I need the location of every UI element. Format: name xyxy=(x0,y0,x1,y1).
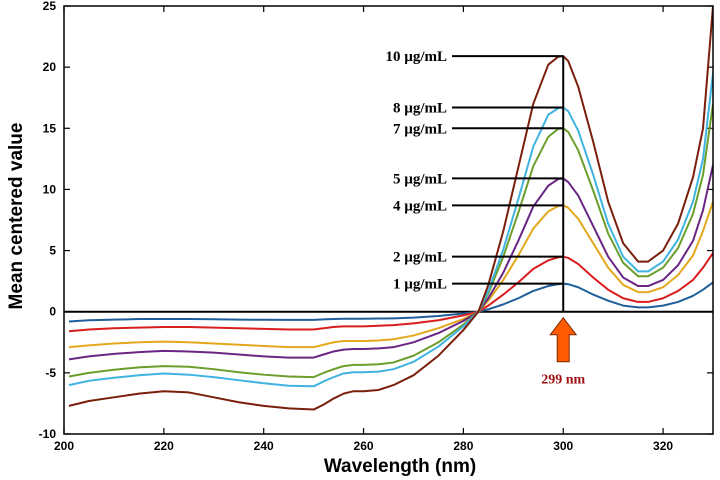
series-line xyxy=(68,252,713,333)
x-axis-title: Wavelength (nm) xyxy=(324,456,476,477)
y-tick-label: -10 xyxy=(39,427,57,441)
x-tick-label: 280 xyxy=(453,439,473,453)
concentration-label: 2 µg/mL xyxy=(393,250,447,266)
y-tick-label: 0 xyxy=(49,305,56,319)
concentration-label: 10 µg/mL xyxy=(385,49,447,65)
concentration-label: 4 µg/mL xyxy=(393,198,447,214)
concentration-label: 7 µg/mL xyxy=(393,121,447,137)
y-tick-label: 15 xyxy=(43,121,57,135)
series-line xyxy=(68,73,713,388)
y-tick-label: 20 xyxy=(43,60,57,74)
plot-frame xyxy=(63,5,714,435)
y-tick-label: 10 xyxy=(43,182,57,196)
x-tick-label: 260 xyxy=(354,439,374,453)
x-tick-label: 220 xyxy=(154,439,174,453)
series-line xyxy=(68,281,713,323)
concentration-label: 1 µg/mL xyxy=(393,277,447,293)
series-line xyxy=(68,201,713,349)
y-axis-title: Mean centered value xyxy=(6,123,27,310)
concentration-label: 8 µg/mL xyxy=(393,100,447,116)
series-line xyxy=(68,103,713,379)
series-line xyxy=(68,6,713,411)
y-tick-label: -5 xyxy=(45,366,56,380)
concentration-label: 5 µg/mL xyxy=(393,171,447,187)
x-tick-label: 240 xyxy=(254,439,274,453)
x-tick-label: 200 xyxy=(54,439,74,453)
y-tick-label: 5 xyxy=(49,244,56,258)
x-tick-label: 300 xyxy=(553,439,573,453)
peak-wavelength-label: 299 nm xyxy=(541,373,585,388)
x-tick-label: 320 xyxy=(653,439,673,453)
series-line xyxy=(68,164,713,361)
up-arrow-icon xyxy=(549,316,578,363)
y-tick-label: 25 xyxy=(43,0,57,13)
